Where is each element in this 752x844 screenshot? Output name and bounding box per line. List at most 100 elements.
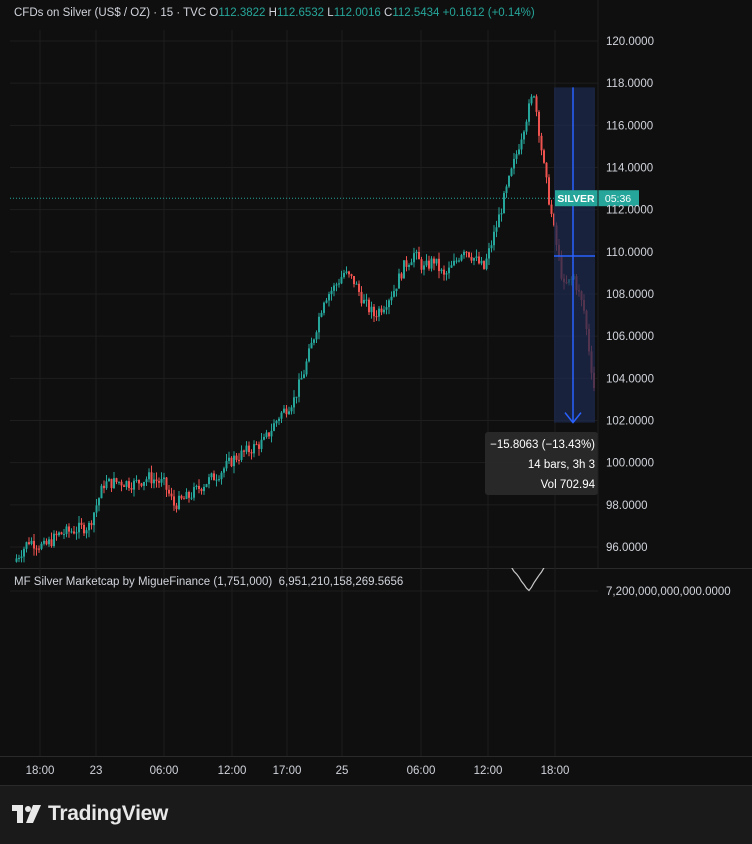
candle[interactable] — [50, 539, 53, 546]
candle[interactable] — [120, 481, 123, 486]
candle[interactable] — [300, 377, 303, 380]
candle[interactable] — [58, 532, 60, 536]
candle[interactable] — [200, 489, 203, 492]
candle[interactable] — [363, 299, 365, 304]
candle[interactable] — [525, 121, 528, 132]
candle[interactable] — [245, 445, 248, 452]
candle[interactable] — [313, 339, 315, 343]
candle[interactable] — [518, 149, 520, 155]
candle[interactable] — [548, 177, 550, 205]
candle[interactable] — [255, 444, 258, 446]
indicator-chart[interactable]: 7,200,000,000,000.00006,800,000,000,000.… — [0, 568, 752, 756]
candle[interactable] — [493, 231, 495, 246]
candle[interactable] — [483, 260, 485, 269]
candle[interactable] — [538, 111, 540, 136]
indicator-axis[interactable]: 7,200,000,000,000.00006,800,000,000,000.… — [606, 568, 731, 598]
candle[interactable] — [430, 258, 433, 269]
candle[interactable] — [28, 542, 30, 545]
candle[interactable] — [125, 481, 128, 487]
candle[interactable] — [273, 423, 275, 431]
candle[interactable] — [513, 158, 515, 169]
candle[interactable] — [345, 271, 348, 273]
candle[interactable] — [468, 252, 470, 257]
candle[interactable] — [218, 479, 220, 481]
candle[interactable] — [523, 131, 525, 140]
indicator-name[interactable]: MF Silver Marketcap by MigueFinance (1,7… — [14, 576, 273, 588]
candle[interactable] — [550, 204, 553, 214]
candle[interactable] — [463, 251, 465, 256]
candle[interactable] — [318, 316, 320, 333]
candle[interactable] — [238, 459, 240, 461]
candle[interactable] — [278, 418, 280, 421]
candle[interactable] — [128, 481, 130, 488]
candle[interactable] — [233, 455, 235, 467]
candle[interactable] — [135, 479, 138, 481]
candle[interactable] — [353, 275, 355, 285]
candle[interactable] — [240, 450, 243, 460]
candle[interactable] — [355, 283, 358, 285]
candle[interactable] — [323, 302, 325, 313]
candle[interactable] — [153, 479, 155, 484]
candle[interactable] — [328, 294, 330, 301]
candle[interactable] — [478, 256, 480, 264]
candle[interactable] — [388, 300, 390, 308]
candle[interactable] — [470, 256, 473, 261]
candle[interactable] — [210, 473, 213, 478]
candle[interactable] — [373, 306, 375, 317]
candle[interactable] — [173, 496, 175, 506]
candle[interactable] — [408, 265, 410, 267]
candle[interactable] — [158, 481, 160, 483]
candle[interactable] — [415, 251, 418, 254]
candle[interactable] — [305, 361, 308, 375]
candle[interactable] — [95, 505, 98, 513]
candle[interactable] — [400, 273, 403, 279]
candle[interactable] — [123, 485, 125, 487]
candle[interactable] — [68, 526, 70, 532]
candle[interactable] — [178, 495, 180, 510]
candle[interactable] — [185, 491, 188, 499]
candle[interactable] — [423, 265, 425, 270]
candle[interactable] — [390, 296, 393, 301]
candle[interactable] — [428, 260, 430, 269]
candle[interactable] — [533, 96, 535, 98]
candle[interactable] — [258, 444, 260, 449]
tradingview-logo[interactable]: TradingView — [12, 802, 168, 826]
candle[interactable] — [163, 477, 165, 480]
candle[interactable] — [98, 498, 100, 506]
candle[interactable] — [485, 258, 488, 269]
candle[interactable] — [448, 267, 450, 274]
candle[interactable] — [280, 412, 283, 419]
candle[interactable] — [198, 485, 200, 490]
candle[interactable] — [18, 557, 20, 559]
candle[interactable] — [85, 530, 88, 534]
candle[interactable] — [228, 457, 230, 461]
candle[interactable] — [488, 248, 490, 259]
candle[interactable] — [70, 531, 73, 533]
candle[interactable] — [335, 284, 338, 286]
candle[interactable] — [78, 522, 80, 533]
candle[interactable] — [183, 498, 185, 500]
candle[interactable] — [143, 482, 145, 486]
candle[interactable] — [193, 487, 195, 498]
candle[interactable] — [330, 290, 333, 295]
candle[interactable] — [35, 548, 38, 550]
candle[interactable] — [495, 227, 498, 232]
candle[interactable] — [223, 468, 225, 473]
candle[interactable] — [368, 299, 370, 313]
candle[interactable] — [48, 539, 50, 545]
candle[interactable] — [40, 543, 43, 549]
candle[interactable] — [215, 479, 218, 481]
candle[interactable] — [263, 436, 265, 440]
candle[interactable] — [443, 269, 445, 275]
price-chart[interactable]: SILVER 05:36 −15.8063 (−13.43%) 14 bars, 3h… — [0, 0, 752, 568]
candle[interactable] — [108, 478, 110, 482]
candle[interactable] — [375, 316, 378, 318]
candle[interactable] — [438, 258, 440, 272]
symbol-name[interactable]: CFDs on Silver (US$ / OZ) — [14, 7, 151, 19]
candle[interactable] — [285, 408, 288, 415]
candle[interactable] — [543, 150, 545, 163]
candle[interactable] — [508, 175, 510, 187]
candle[interactable] — [73, 531, 75, 534]
candle[interactable] — [403, 260, 405, 279]
candle[interactable] — [378, 308, 380, 317]
